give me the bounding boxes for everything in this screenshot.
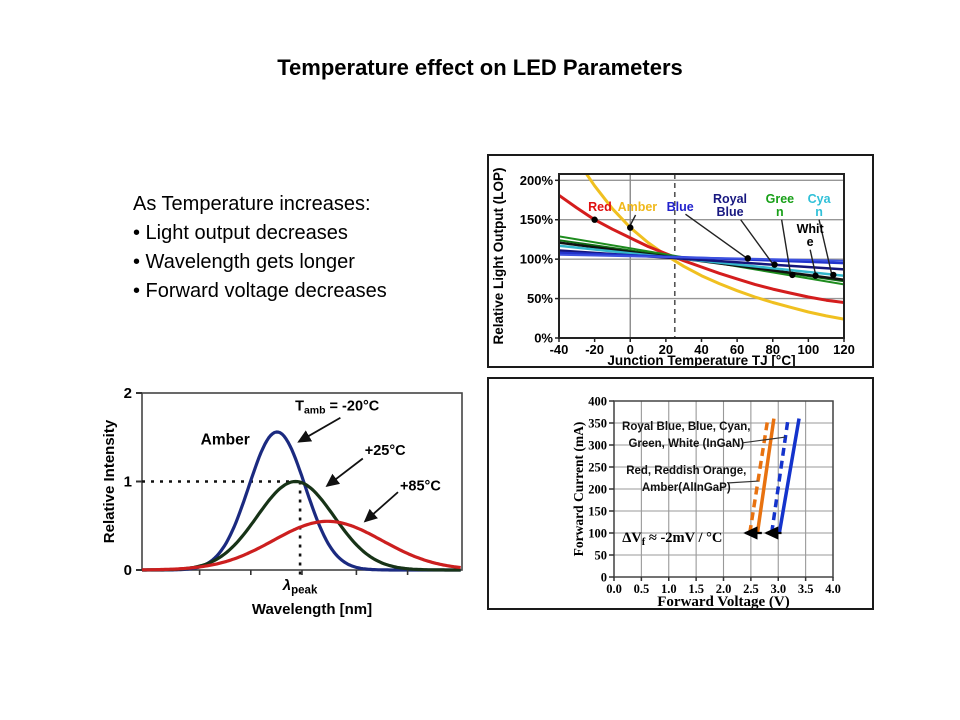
x-tick-label: 120 xyxy=(833,342,855,357)
y-tick-label: 200% xyxy=(520,173,554,188)
y-axis-title: Relative Light Output (LOP) xyxy=(491,168,506,345)
curve-label-amber: Amber xyxy=(618,200,658,214)
label-leader-line xyxy=(780,219,792,275)
series-alingap-dashed xyxy=(748,418,770,534)
y-tick-label: 0 xyxy=(124,562,132,579)
material-label: Amber xyxy=(201,431,250,448)
data-point-marker xyxy=(812,272,819,279)
x-tick-label: 0.5 xyxy=(634,582,650,596)
series-blue-2 xyxy=(559,253,844,262)
y-tick-label: 150% xyxy=(520,212,554,227)
x-tick-label: 100 xyxy=(798,342,820,357)
x-tick-label: 60 xyxy=(730,342,744,357)
series-group xyxy=(559,174,844,321)
y-tick-label: 100 xyxy=(588,527,607,541)
label-leader-line xyxy=(809,249,817,275)
x-tick-label: 3.0 xyxy=(770,582,786,596)
data-point-marker xyxy=(789,271,796,279)
x-tick-label: 2.5 xyxy=(743,582,759,596)
series-alingap-solid xyxy=(755,418,776,534)
y-tick-label: 350 xyxy=(588,417,607,431)
data-point-marker xyxy=(744,255,752,262)
slide-title: Temperature effect on LED Parameters xyxy=(277,55,683,80)
curve-label-green: Gree n xyxy=(766,192,795,219)
spectrum-shift-plot: 0 1 2 Amber Tamb = -20°C +25°C +85°C λpeak Wavel… xyxy=(101,385,463,618)
legend-text-0-1: Green, White (InGaN) xyxy=(628,438,744,450)
y-tick-label: 300 xyxy=(588,439,607,453)
y-tick-label: 0% xyxy=(534,331,553,346)
light-output-vs-temperature-plot: Red Amber Blue Royal Blue Gree n Cya n Whit e 0% 50%… xyxy=(491,168,855,367)
x-tick-label: 4.0 xyxy=(825,582,841,596)
curve-label-royalblue: Royal Blue xyxy=(713,192,747,219)
legend-text-0-0: Royal Blue, Blue, Cyan, xyxy=(622,421,750,433)
legend-text-1-1: Amber(AlInGaP) xyxy=(642,482,731,494)
temperature-annotation-2: +85°C xyxy=(400,478,441,494)
series-amber xyxy=(584,174,844,321)
y-tick-label: 2 xyxy=(124,385,132,402)
legend-leader-line xyxy=(742,436,786,444)
bullet-wavelength: • Wavelength gets longer xyxy=(133,251,355,273)
x-tick-label: 1.5 xyxy=(688,582,704,596)
text-heading: As Temperature increases: xyxy=(133,193,371,215)
x-tick-label: 0 xyxy=(627,342,634,357)
spectrum-shift-chart: 0 1 2 Amber Tamb = -20°C +25°C +85°C λpeak Wavel… xyxy=(98,372,470,625)
x-axis-title: Forward Voltage (V) xyxy=(657,594,789,608)
y-tick-label: 50 xyxy=(595,549,608,563)
bullet-light-output: • Light output decreases xyxy=(133,222,348,244)
y-tick-label: 50% xyxy=(527,291,553,306)
bullet-forward-voltage: • Forward voltage decreases xyxy=(133,280,387,302)
label-leader-line xyxy=(685,213,747,259)
data-point-marker xyxy=(830,271,837,279)
light-output-vs-temperature-chart: Red Amber Blue Royal Blue Gree n Cya n Whit e 0% 50%… xyxy=(487,154,874,368)
curve-label-blue: Blue xyxy=(667,200,694,214)
forward-voltage-vs-current-plot: Royal Blue, Blue, Cyan, Green, White (InG… xyxy=(571,395,841,609)
x-axis-title: Wavelength [nm] xyxy=(252,601,372,618)
annotation-arrow xyxy=(297,416,341,443)
x-tick-label: 1.0 xyxy=(661,582,677,596)
y-tick-label: 0 xyxy=(601,571,607,585)
delta-vf-annotation: ΔVf ≈ -2mV / °C xyxy=(622,530,722,548)
y-tick-label: 400 xyxy=(588,395,607,409)
x-tick-label: 3.5 xyxy=(798,582,814,596)
data-point-marker xyxy=(627,224,634,231)
forward-voltage-vs-current-chart: Royal Blue, Blue, Cyan, Green, White (InG… xyxy=(487,377,874,610)
annotation-arrow xyxy=(363,491,399,523)
data-point-marker xyxy=(771,261,778,268)
x-tick-label: -20 xyxy=(585,342,604,357)
curve-label-red: Red xyxy=(588,200,612,214)
label-leader-line xyxy=(629,214,637,226)
series-ingan-dashed xyxy=(769,418,790,534)
x-tick-label: 2.0 xyxy=(716,582,732,596)
x-tick-label: 0.0 xyxy=(606,582,622,596)
y-axis-title: Relative Intensity xyxy=(101,419,118,543)
x-tick-label: 40 xyxy=(694,342,708,357)
series--85-c xyxy=(141,519,461,572)
label-leader-line xyxy=(740,219,774,265)
legend-text-1-0: Red, Reddish Orange, xyxy=(626,465,746,477)
data-point-marker xyxy=(591,216,598,223)
x-tick-label: -40 xyxy=(550,342,569,357)
label-leader-line xyxy=(818,219,833,274)
y-tick-label: 100% xyxy=(520,252,554,267)
y-axis-title: Forward Current (mA) xyxy=(571,422,586,557)
annotation-arrow xyxy=(325,457,364,488)
temperature-annotation-1: +25°C xyxy=(365,443,406,459)
curve-label-white: Whit e xyxy=(797,222,825,249)
series-red xyxy=(559,194,844,304)
y-tick-label: 1 xyxy=(124,474,132,491)
curve-label-cyan: Cya n xyxy=(808,192,832,219)
temperature-effects-text: As Temperature increases: • Light output… xyxy=(133,190,387,306)
x-axis-title: Junction Temperature TJ [°C] xyxy=(607,353,795,366)
y-tick-label: 150 xyxy=(588,505,607,519)
peak-wavelength-label: λpeak xyxy=(282,577,318,597)
legend-leader-line xyxy=(728,480,759,484)
x-tick-label: 80 xyxy=(766,342,780,357)
x-tick-label: 20 xyxy=(659,342,673,357)
y-tick-label: 250 xyxy=(588,461,607,475)
series-ingan-solid xyxy=(777,418,801,534)
y-tick-label: 200 xyxy=(588,483,607,497)
temperature-annotation-0: Tamb = -20°C xyxy=(295,399,380,417)
